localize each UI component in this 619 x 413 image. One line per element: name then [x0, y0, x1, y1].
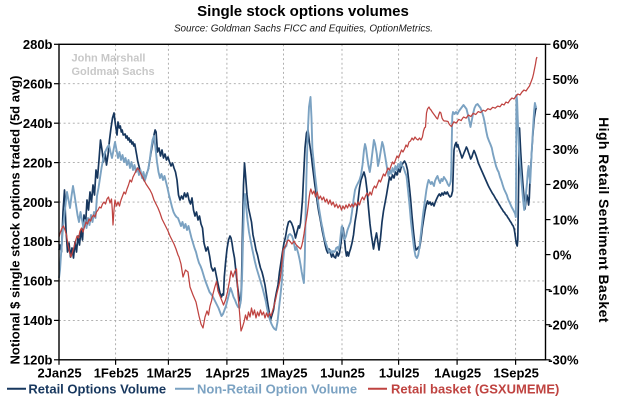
svg-text:160b: 160b: [23, 274, 53, 289]
svg-text:280b: 280b: [23, 37, 53, 52]
svg-text:-10%: -10%: [548, 282, 579, 297]
svg-text:30%: 30%: [553, 142, 579, 157]
svg-text:John Marshall: John Marshall: [72, 53, 146, 65]
svg-text:1Sep25: 1Sep25: [493, 366, 539, 381]
svg-text:Goldman Sachs: Goldman Sachs: [72, 66, 155, 78]
svg-text:Retail basket (GSXUMEME): Retail basket (GSXUMEME): [391, 381, 559, 396]
svg-text:1Feb25: 1Feb25: [94, 366, 139, 381]
svg-text:1Mar25: 1Mar25: [146, 366, 191, 381]
svg-text:Non-Retail Option Volume: Non-Retail Option Volume: [197, 381, 357, 396]
svg-text:1Aug25: 1Aug25: [434, 366, 481, 381]
svg-text:50%: 50%: [553, 72, 579, 87]
svg-text:Notional $ single stock option: Notional $ single stock options traded (…: [8, 76, 23, 365]
svg-text:Source: Goldman Sachs FICC and: Source: Goldman Sachs FICC and Equities,…: [174, 24, 433, 35]
svg-text:0%: 0%: [553, 247, 572, 262]
svg-text:Single stock options volumes: Single stock options volumes: [197, 3, 409, 20]
svg-text:1Jul25: 1Jul25: [379, 366, 419, 381]
svg-text:High Retail Sentiment Basket: High Retail Sentiment Basket: [596, 117, 612, 323]
svg-text:1May25: 1May25: [261, 366, 308, 381]
svg-text:260b: 260b: [23, 76, 53, 91]
svg-text:140b: 140b: [23, 313, 53, 328]
svg-text:240b: 240b: [23, 116, 53, 131]
svg-text:200b: 200b: [23, 195, 53, 210]
svg-text:Retail Options Volume: Retail Options Volume: [28, 381, 166, 396]
svg-text:60%: 60%: [553, 37, 579, 52]
svg-text:-20%: -20%: [548, 317, 579, 332]
svg-text:180b: 180b: [23, 234, 53, 249]
svg-text:2Jan25: 2Jan25: [37, 366, 81, 381]
svg-text:120b: 120b: [23, 353, 53, 368]
svg-text:220b: 220b: [23, 155, 53, 170]
svg-text:10%: 10%: [553, 212, 579, 227]
svg-text:1Apr25: 1Apr25: [205, 366, 249, 381]
svg-text:1Jun25: 1Jun25: [320, 366, 365, 381]
svg-text:40%: 40%: [553, 107, 579, 122]
svg-text:20%: 20%: [553, 177, 579, 192]
svg-text:-30%: -30%: [548, 353, 579, 368]
